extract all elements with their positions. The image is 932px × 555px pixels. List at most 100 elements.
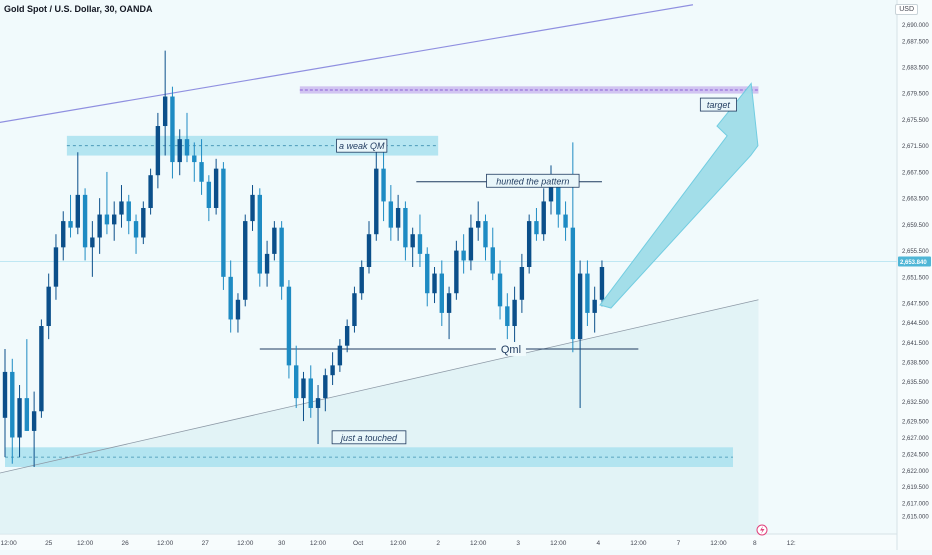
x-tick-label: 26 xyxy=(122,540,130,547)
y-tick-label: 2,641.500 xyxy=(902,341,929,347)
candle-body xyxy=(68,221,73,228)
y-tick-label: 2,617.000 xyxy=(902,502,929,508)
x-tick-label: 12:00 xyxy=(237,540,254,547)
x-tick-label: 4 xyxy=(597,540,601,547)
candle xyxy=(199,139,204,195)
candle xyxy=(39,319,44,418)
y-tick-label: 2,615.000 xyxy=(902,515,929,521)
candle xyxy=(374,139,379,241)
candle xyxy=(97,198,102,254)
candle xyxy=(548,165,554,215)
candle-body xyxy=(294,365,299,399)
y-tick-label: 2,619.500 xyxy=(902,485,929,491)
candle-body xyxy=(235,299,241,320)
candle-body xyxy=(526,221,532,267)
qml-label-text: Qml xyxy=(501,344,521,356)
candle xyxy=(388,185,394,241)
time-axis[interactable]: 12:00 25 12:00 26 12:00 27 12:00 30 12:00 Oct 12:0… xyxy=(0,540,795,547)
candle xyxy=(417,214,423,267)
candle xyxy=(119,185,124,228)
candle-body xyxy=(272,227,277,254)
currency-selector[interactable]: USD xyxy=(895,4,918,15)
y-tick-label: 2,627.000 xyxy=(902,436,929,442)
candle xyxy=(403,201,408,261)
candle xyxy=(75,152,80,235)
y-tick-label: 2,635.500 xyxy=(902,380,929,386)
candle xyxy=(599,260,605,307)
candle xyxy=(235,293,241,333)
weak-qm-label: a weak QM xyxy=(336,138,388,153)
candle xyxy=(206,175,212,222)
candle xyxy=(170,86,175,179)
lower-trendline xyxy=(0,299,759,474)
candle xyxy=(454,240,459,300)
candle-body xyxy=(221,168,226,277)
candle-body xyxy=(519,267,525,300)
candle-body xyxy=(381,168,386,202)
x-tick-label: 12:00 xyxy=(310,540,327,547)
candle xyxy=(177,129,182,176)
candle xyxy=(104,171,110,235)
hunted-label: hunted the pattern xyxy=(486,173,580,188)
candle-body xyxy=(359,267,364,294)
time-axis-background xyxy=(0,534,897,550)
candle-body xyxy=(490,247,495,274)
candle-body xyxy=(133,221,139,238)
candle xyxy=(2,348,8,458)
candle-body xyxy=(10,371,15,438)
candle-body xyxy=(97,214,102,238)
target-zone xyxy=(299,86,759,94)
candle xyxy=(381,142,386,222)
candle xyxy=(592,286,597,333)
candle xyxy=(315,385,321,445)
candle-body xyxy=(410,234,415,248)
candle-body xyxy=(315,398,321,408)
candle xyxy=(308,365,313,418)
candle-body xyxy=(548,181,554,202)
candle xyxy=(366,221,372,274)
candle xyxy=(24,339,30,431)
candle xyxy=(90,221,95,277)
candle-body xyxy=(330,365,335,376)
candle-body xyxy=(53,247,59,287)
x-tick-label: 12:00 xyxy=(550,540,567,547)
candle-body xyxy=(2,371,8,418)
y-tick-label: 2,651.500 xyxy=(902,275,929,281)
candle xyxy=(250,185,255,231)
candle-body xyxy=(61,221,66,248)
candle-body xyxy=(425,253,430,294)
candle xyxy=(192,142,197,182)
x-tick-label: 25 xyxy=(45,540,53,547)
y-tick-label: 2,683.500 xyxy=(902,66,929,72)
candle-body xyxy=(192,155,197,163)
candle xyxy=(133,214,139,254)
candle xyxy=(446,286,452,340)
lightning-icon[interactable] xyxy=(756,524,768,536)
candle xyxy=(541,188,546,241)
candle-body xyxy=(337,345,343,366)
candle-body xyxy=(24,398,30,431)
candle-body xyxy=(577,273,583,340)
x-tick-label: 3 xyxy=(516,540,520,547)
candle-body xyxy=(148,175,153,208)
candle xyxy=(213,158,219,215)
candle-body xyxy=(541,201,546,235)
candle-body xyxy=(308,378,313,408)
y-tick-label: 2,663.500 xyxy=(902,197,929,203)
candle-body xyxy=(505,306,510,327)
candle-body xyxy=(301,378,306,399)
candle-body xyxy=(395,207,401,228)
weak-qm-label-text: a weak QM xyxy=(339,141,385,151)
candle xyxy=(279,221,284,300)
x-tick-label: 7 xyxy=(677,540,681,547)
price-axis[interactable]: 2,690.000 2,687.500 2,683.500 2,679.500 2,67… xyxy=(898,23,931,521)
candle-body xyxy=(257,194,262,274)
candle-body xyxy=(170,96,175,163)
qml-label: Qml xyxy=(495,341,526,356)
candle-body xyxy=(199,162,204,182)
candle-body xyxy=(432,273,437,294)
candle xyxy=(534,207,539,241)
target-label: target xyxy=(699,97,737,112)
